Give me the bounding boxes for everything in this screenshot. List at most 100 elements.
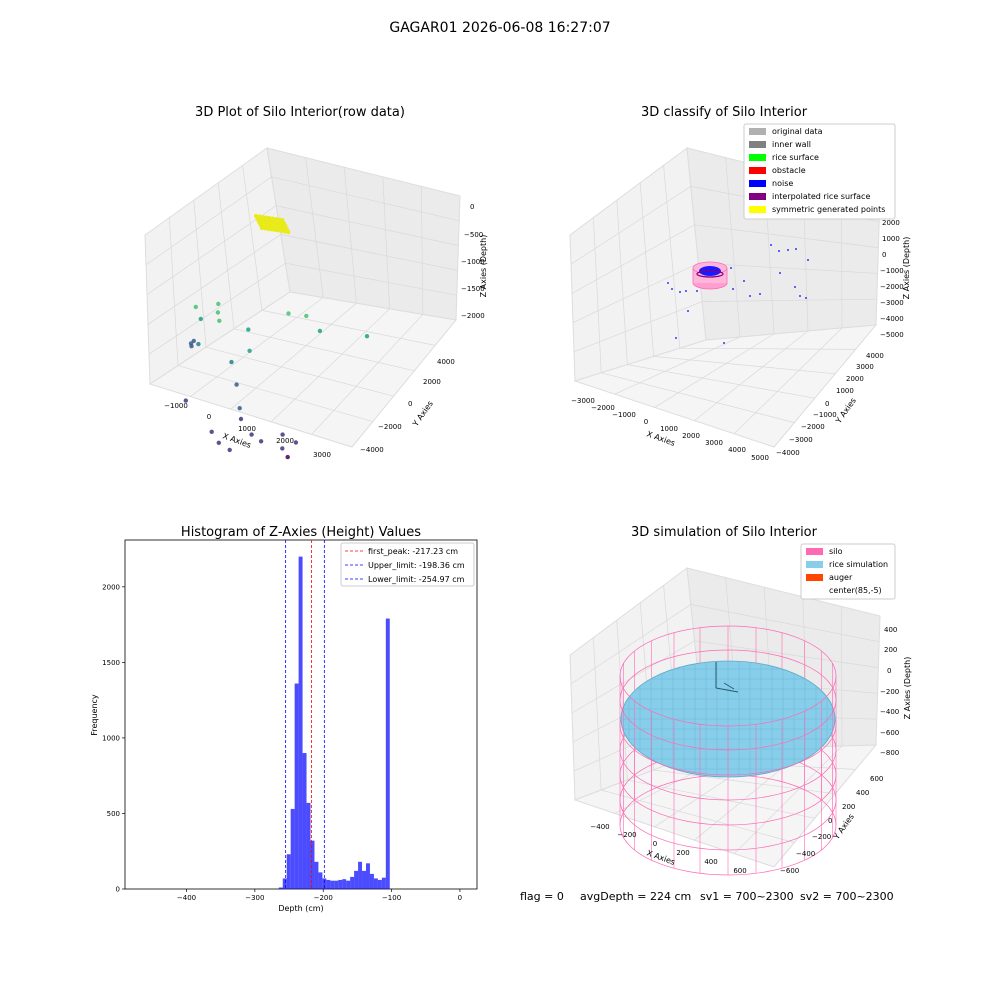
hist-bar: [346, 880, 351, 889]
classify-noise-point: [675, 337, 677, 339]
classify-noise-point: [794, 286, 796, 288]
raw-cluster-point: [284, 227, 289, 231]
hist-bar: [362, 870, 366, 889]
legend-swatch-obstacle: [749, 167, 766, 174]
sim-legend-label-auger: auger: [829, 573, 853, 582]
classify-noise-point: [749, 295, 751, 297]
panel-classify: 3D classify of Silo Interior original da…: [569, 105, 911, 462]
gridline: [177, 365, 373, 422]
legend-swatch-rice-surface: [749, 154, 766, 161]
raw-ytick: 2000: [423, 378, 441, 386]
sim-silo-wireframe-front: [619, 675, 837, 876]
hist-bar: [290, 808, 295, 889]
classify-noise-point: [696, 290, 698, 292]
raw-point: [237, 406, 242, 411]
classify-legend: original data inner wall rice surface ob…: [743, 123, 896, 220]
classify-noise-point: [667, 282, 669, 284]
gridline: [169, 217, 179, 366]
hist-xtick: −200: [314, 894, 333, 902]
classify-ztick: 2000: [882, 219, 900, 227]
raw-xtick: 1000: [238, 425, 256, 433]
sim-xtick: 600: [733, 867, 746, 875]
classify-noise-point: [732, 288, 734, 290]
hist-y-ticks: 0 500 1000 1500 2000: [102, 583, 120, 893]
sim-legend-swatch-auger: [806, 574, 823, 581]
sim-legend-swatch-silo: [806, 548, 823, 555]
sim-legend-label-silo: silo: [829, 547, 843, 556]
gridline: [271, 176, 460, 222]
raw-ztick: −500: [464, 231, 483, 239]
gridline: [145, 176, 272, 266]
raw-ztick: −2000: [461, 312, 485, 320]
raw-point: [246, 327, 251, 332]
raw-cluster-point: [283, 224, 288, 228]
raw-gridlines: [145, 157, 460, 435]
raw-point: [293, 440, 299, 445]
sim-legend-box: [800, 543, 896, 600]
sim-ytick: −600: [780, 867, 799, 875]
raw-scatter: [183, 214, 370, 460]
hist-bar: [385, 618, 390, 889]
raw-point: [191, 338, 196, 344]
raw-cluster-point: [263, 215, 268, 220]
gridline: [627, 364, 815, 399]
classify-noise-point: [679, 291, 681, 293]
status-sv1: sv1 = 700~2300: [700, 890, 794, 903]
classify-noise-point: [778, 250, 780, 252]
classify-noise-points: [667, 244, 809, 344]
sim-pane-floor: [573, 744, 878, 868]
gridline: [702, 298, 877, 302]
sim-ztick: 200: [884, 646, 897, 654]
hist-bar: [286, 854, 291, 889]
gridline: [570, 186, 691, 265]
gridline: [841, 606, 843, 747]
legend-swatch-interpolated: [749, 193, 766, 200]
classify-ytick: 0: [825, 400, 829, 408]
raw-x-ticks: −1000 0 1000 2000 3000: [164, 402, 331, 459]
panel-raw-data: 3D Plot of Silo Interior(row data) −1000…: [144, 105, 488, 460]
gridline: [694, 224, 879, 248]
raw-ztick: 0: [470, 203, 474, 211]
raw-point: [364, 334, 370, 339]
classify-z-ticks: 2000 1000 0 −1000 −2000 −3000 −4000 −500…: [880, 219, 904, 339]
raw-point: [258, 439, 264, 444]
raw-cluster-point: [254, 214, 258, 218]
classify-ytick: −4000: [776, 449, 800, 457]
raw-cluster-point: [270, 216, 275, 221]
hist-xtick: −100: [382, 894, 401, 902]
gridline: [690, 604, 880, 643]
classify-noise-point: [787, 249, 789, 251]
hist-bar: [350, 876, 355, 889]
hist-reference-lines: [122, 540, 461, 892]
classify-ytick: 4000: [866, 352, 884, 360]
sim-ztick: −600: [880, 729, 899, 737]
classify-noise-point: [687, 310, 689, 312]
sim-ztick: 0: [887, 667, 891, 675]
sim-ytick: −200: [812, 833, 831, 841]
hist-bar: [338, 879, 343, 889]
gridline: [616, 620, 628, 781]
sim-ztick: −800: [880, 749, 899, 757]
gridline: [733, 327, 843, 435]
gridline: [679, 347, 856, 350]
sim-x-ticks: −400 −200 0 200 400 600: [590, 823, 746, 875]
gridline: [663, 165, 681, 349]
raw-ztick: −1500: [461, 285, 485, 293]
raw-point: [196, 341, 201, 347]
sim-legend-label-rice: rice simulation: [829, 560, 888, 569]
raw-cluster-point: [277, 217, 282, 222]
classify-xtick: 1000: [660, 425, 678, 433]
gridline: [270, 308, 390, 423]
raw-point: [216, 301, 221, 307]
classify-title: 3D classify of Silo Interior: [641, 105, 808, 120]
classify-noise-point: [779, 272, 781, 274]
classify-noise-point: [685, 290, 687, 292]
hist-xtick: −400: [177, 894, 196, 902]
gridline: [639, 182, 654, 357]
sim-ztick: 400: [884, 626, 897, 634]
sim-zlabel: Z Axies (Depth): [903, 657, 912, 720]
gridline: [147, 234, 281, 325]
raw-point: [193, 304, 198, 310]
hist-bar: [377, 879, 382, 889]
